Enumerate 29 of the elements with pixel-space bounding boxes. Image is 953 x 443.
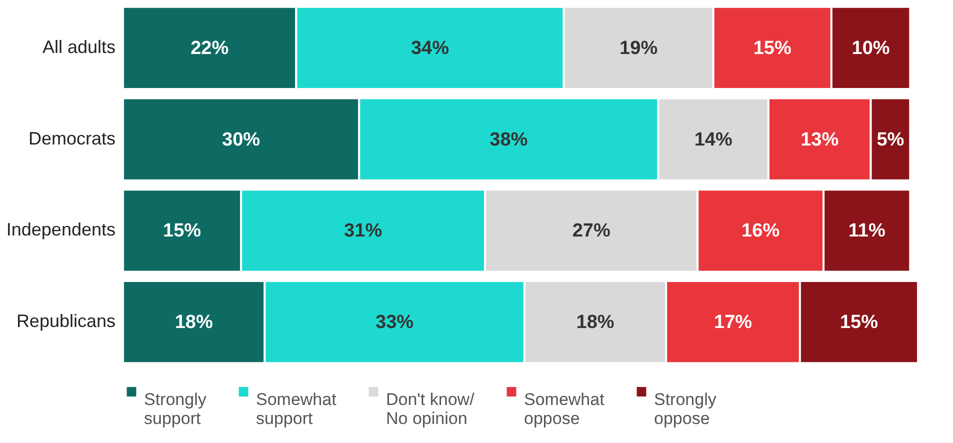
data-label: 38% (490, 129, 528, 150)
data-label: 15% (163, 220, 202, 242)
data-label: 27% (572, 220, 610, 242)
data-label: 16% (742, 220, 780, 242)
y-tick-label: All adults (42, 36, 116, 57)
data-label: 18% (576, 312, 614, 334)
legend-label: Don't know/ No opinion (386, 390, 475, 428)
data-label: 5% (876, 129, 904, 150)
legend-label: Strongly oppose (654, 390, 717, 428)
data-label: 22% (190, 38, 229, 59)
data-label: 18% (174, 312, 213, 334)
data-label: 13% (800, 129, 839, 150)
data-label: 17% (714, 312, 752, 334)
legend-label: Somewhat support (256, 390, 337, 428)
y-tick-label: Republicans (16, 311, 116, 332)
data-label: 34% (410, 38, 450, 59)
data-label: 14% (694, 129, 732, 150)
data-label: 11% (848, 220, 886, 242)
data-label: 30% (222, 129, 260, 150)
legend-label: Strongly support (144, 390, 207, 428)
data-label: 31% (344, 220, 382, 242)
y-tick-label: Independents (6, 220, 116, 240)
legend-label: Somewhat oppose (524, 390, 605, 428)
data-label: 33% (376, 312, 414, 334)
y-tick-label: Democrats (28, 128, 116, 148)
data-label: 10% (852, 38, 890, 59)
data-label: 15% (753, 38, 792, 59)
data-label: 15% (840, 312, 878, 334)
data-label: 19% (620, 38, 658, 59)
